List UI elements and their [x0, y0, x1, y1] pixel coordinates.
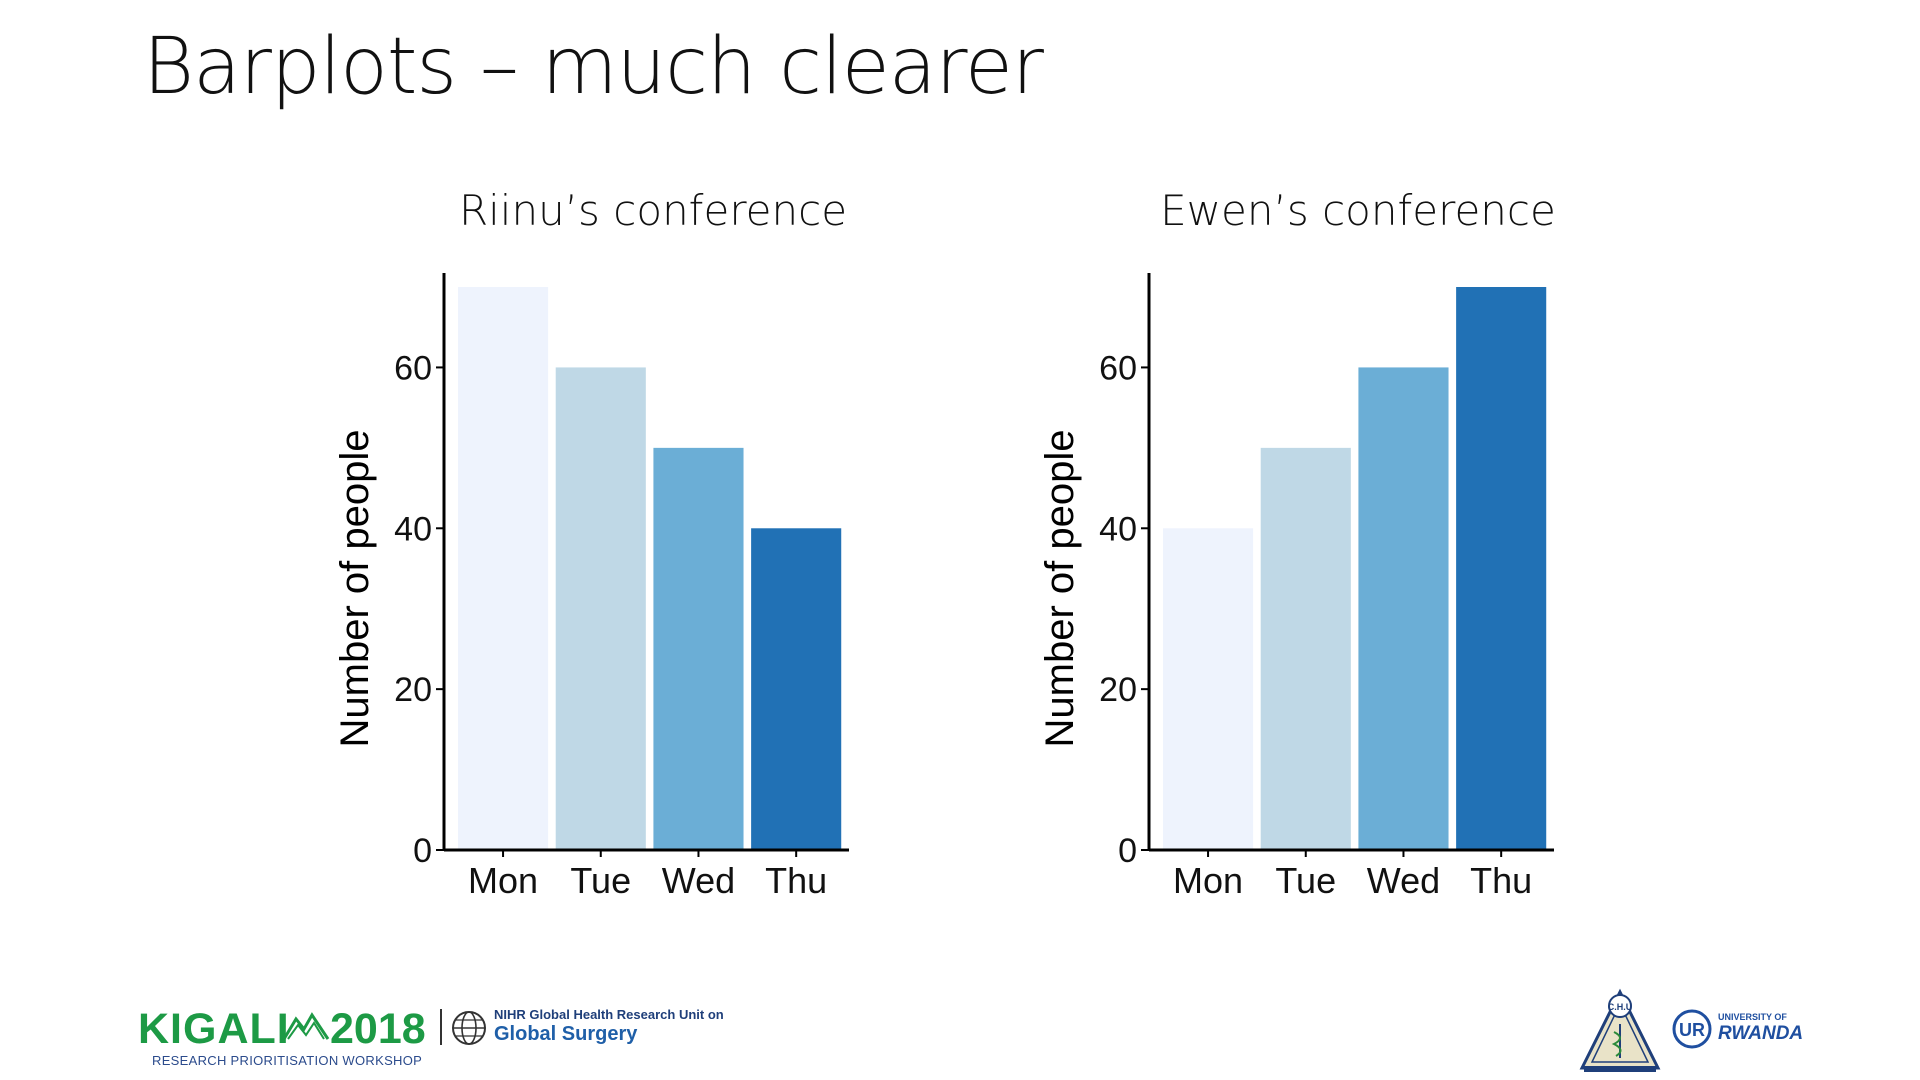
- university-of-rwanda-logo: UR UNIVERSITY OF RWANDA: [1668, 1008, 1818, 1052]
- bar-wed: [1358, 367, 1449, 850]
- x-tick-label: Thu: [1470, 860, 1532, 901]
- ur-top-text: UNIVERSITY OF: [1718, 1012, 1787, 1022]
- y-tick-label: 60: [394, 349, 432, 387]
- bar-chart-ewen: Mon Tue Wed Thu 0 20 40 60 Number of people: [1038, 273, 1554, 901]
- kigali-subtitle: RESEARCH PRIORITISATION WORKSHOP: [152, 1053, 423, 1068]
- y-tick-label: 0: [413, 832, 432, 870]
- bar-tue: [1260, 447, 1351, 850]
- y-tick-label: 60: [1099, 349, 1137, 387]
- bar-mon: [1163, 528, 1254, 850]
- x-tick-label: Wed: [1367, 860, 1440, 901]
- x-tick-label: Mon: [1173, 860, 1243, 901]
- ur-logo-icon: UR: [1672, 1009, 1712, 1049]
- bar-chart-riinu: Mon Tue Wed Thu 0 20 40 60 Number of people: [333, 273, 849, 901]
- bar-wed: [653, 447, 744, 850]
- chart-title-riinu: Riinu’s conference: [458, 186, 848, 235]
- y-tick-label: 40: [394, 510, 432, 548]
- kigali-year: 2018: [330, 1005, 426, 1053]
- kigali-wordmark: KIGALI: [138, 1005, 290, 1053]
- ur-bottom-text: RWANDA: [1718, 1023, 1804, 1044]
- y-tick-label: 20: [394, 671, 432, 709]
- chu-logo-icon: C.H.U: [1579, 988, 1661, 1072]
- x-tick-label: Thu: [765, 860, 827, 901]
- mountains-icon: [282, 1012, 330, 1040]
- chart-title-ewen: Ewen’s conference: [1160, 186, 1556, 235]
- x-tick-label: Mon: [468, 860, 538, 901]
- nihr-unit-text: NIHR Global Health Research Unit on: [494, 1007, 724, 1022]
- bar-tue: [555, 367, 646, 850]
- slide-title: Barplots – much clearer: [143, 22, 1044, 112]
- chu-logo-text: C.H.U: [1608, 1002, 1633, 1012]
- x-tick-label: Tue: [570, 860, 631, 901]
- footer-logos-left: KIGALI 2018 RESEARCH PRIORITISATION WORK…: [138, 1005, 758, 1075]
- x-tick-label: Wed: [662, 860, 735, 901]
- y-tick-label: 0: [1118, 832, 1137, 870]
- globe-icon: [452, 1011, 486, 1045]
- y-tick-label: 40: [1099, 510, 1137, 548]
- x-tick-label: Tue: [1275, 860, 1336, 901]
- y-axis-title: Number of people: [333, 430, 377, 748]
- bar-thu: [751, 528, 842, 850]
- logo-divider: [440, 1009, 442, 1045]
- global-surgery-text: Global Surgery: [494, 1023, 638, 1045]
- y-axis-title: Number of people: [1038, 430, 1082, 748]
- bar-mon: [458, 287, 549, 850]
- svg-text:UR: UR: [1679, 1020, 1705, 1040]
- y-tick-label: 20: [1099, 671, 1137, 709]
- bar-thu: [1456, 287, 1547, 850]
